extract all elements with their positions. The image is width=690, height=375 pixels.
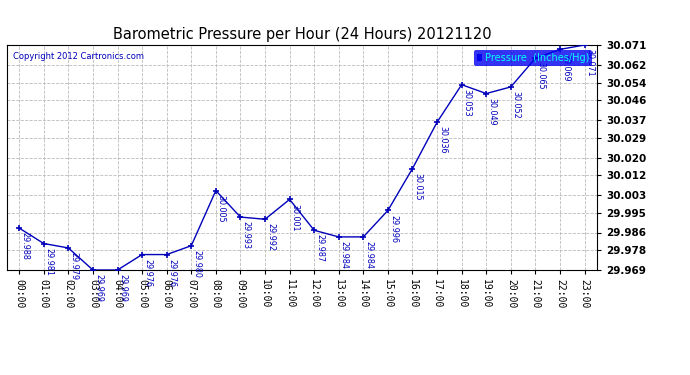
Title: Barometric Pressure per Hour (24 Hours) 20121120: Barometric Pressure per Hour (24 Hours) … [112,27,491,42]
Text: 29.969: 29.969 [94,274,103,302]
Text: 29.976: 29.976 [168,259,177,287]
Text: 30.005: 30.005 [217,195,226,222]
Text: 29.984: 29.984 [339,241,349,269]
Text: 29.984: 29.984 [364,241,373,269]
Text: 30.052: 30.052 [512,91,521,119]
Text: 29.993: 29.993 [241,221,250,249]
Text: 30.015: 30.015 [413,173,422,200]
Text: 30.071: 30.071 [586,49,595,77]
Text: 29.981: 29.981 [45,248,54,276]
Text: 29.980: 29.980 [193,250,201,278]
Text: 30.036: 30.036 [438,126,447,154]
Text: 29.996: 29.996 [389,214,398,243]
Text: 30.053: 30.053 [463,89,472,117]
Text: 30.065: 30.065 [536,62,546,90]
Text: 30.069: 30.069 [561,54,570,81]
Text: 30.001: 30.001 [290,204,299,231]
Text: 29.988: 29.988 [20,232,29,260]
Text: 29.979: 29.979 [70,252,79,280]
Text: 29.969: 29.969 [119,274,128,302]
Text: 29.976: 29.976 [143,259,152,287]
Text: 29.992: 29.992 [266,224,275,252]
Text: 29.987: 29.987 [315,234,324,262]
Text: 30.049: 30.049 [487,98,496,125]
Legend: Pressure  (Inches/Hg): Pressure (Inches/Hg) [474,50,592,66]
Text: Copyright 2012 Cartronics.com: Copyright 2012 Cartronics.com [13,52,144,61]
